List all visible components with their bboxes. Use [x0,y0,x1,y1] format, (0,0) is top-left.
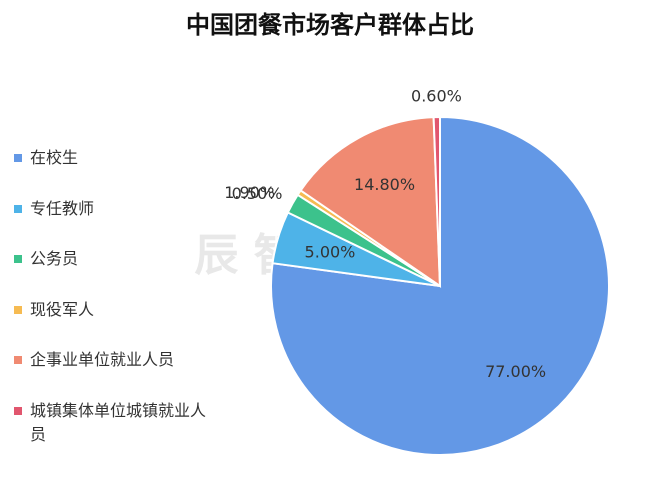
legend-label: 在校生 [30,148,79,167]
data-label: 5.00% [305,242,356,261]
legend-swatch [14,356,22,365]
data-label: 1.90% [224,183,275,202]
legend-swatch [14,305,22,314]
legend-item: 公务员 [14,247,219,298]
legend-item: 专任教师 [14,197,219,248]
legend-label: 公务员 [30,249,79,269]
pie-slice [270,115,610,456]
chart-title: 中国团餐市场客户群体占比 [186,11,474,39]
data-label: 14.80% [354,175,415,194]
legend: 在校生专任教师公务员现役军人企事业单位就业人员城镇集体单位城镇就业人员 [14,146,219,450]
data-label: 0.50% [232,184,283,203]
legend-item: 在校生 [14,146,219,197]
legend-swatch [14,255,22,264]
legend-swatch [14,406,22,415]
legend-swatch [14,204,22,213]
legend-label: 城镇集体单位城镇就业人员 [30,400,207,444]
data-label: 0.60% [411,87,462,106]
data-label: 77.00% [485,362,546,381]
legend-item: 城镇集体单位城镇就业人员 [14,399,219,450]
legend-item: 现役军人 [14,298,219,349]
legend-label: 企事业单位就业人员 [30,350,175,370]
legend-item: 企事业单位就业人员 [14,348,219,399]
pie-slice [432,115,441,287]
legend-label: 专任教师 [30,198,95,218]
legend-label: 现役军人 [30,299,95,319]
pie-slice [299,116,442,288]
legend-swatch [14,154,22,162]
